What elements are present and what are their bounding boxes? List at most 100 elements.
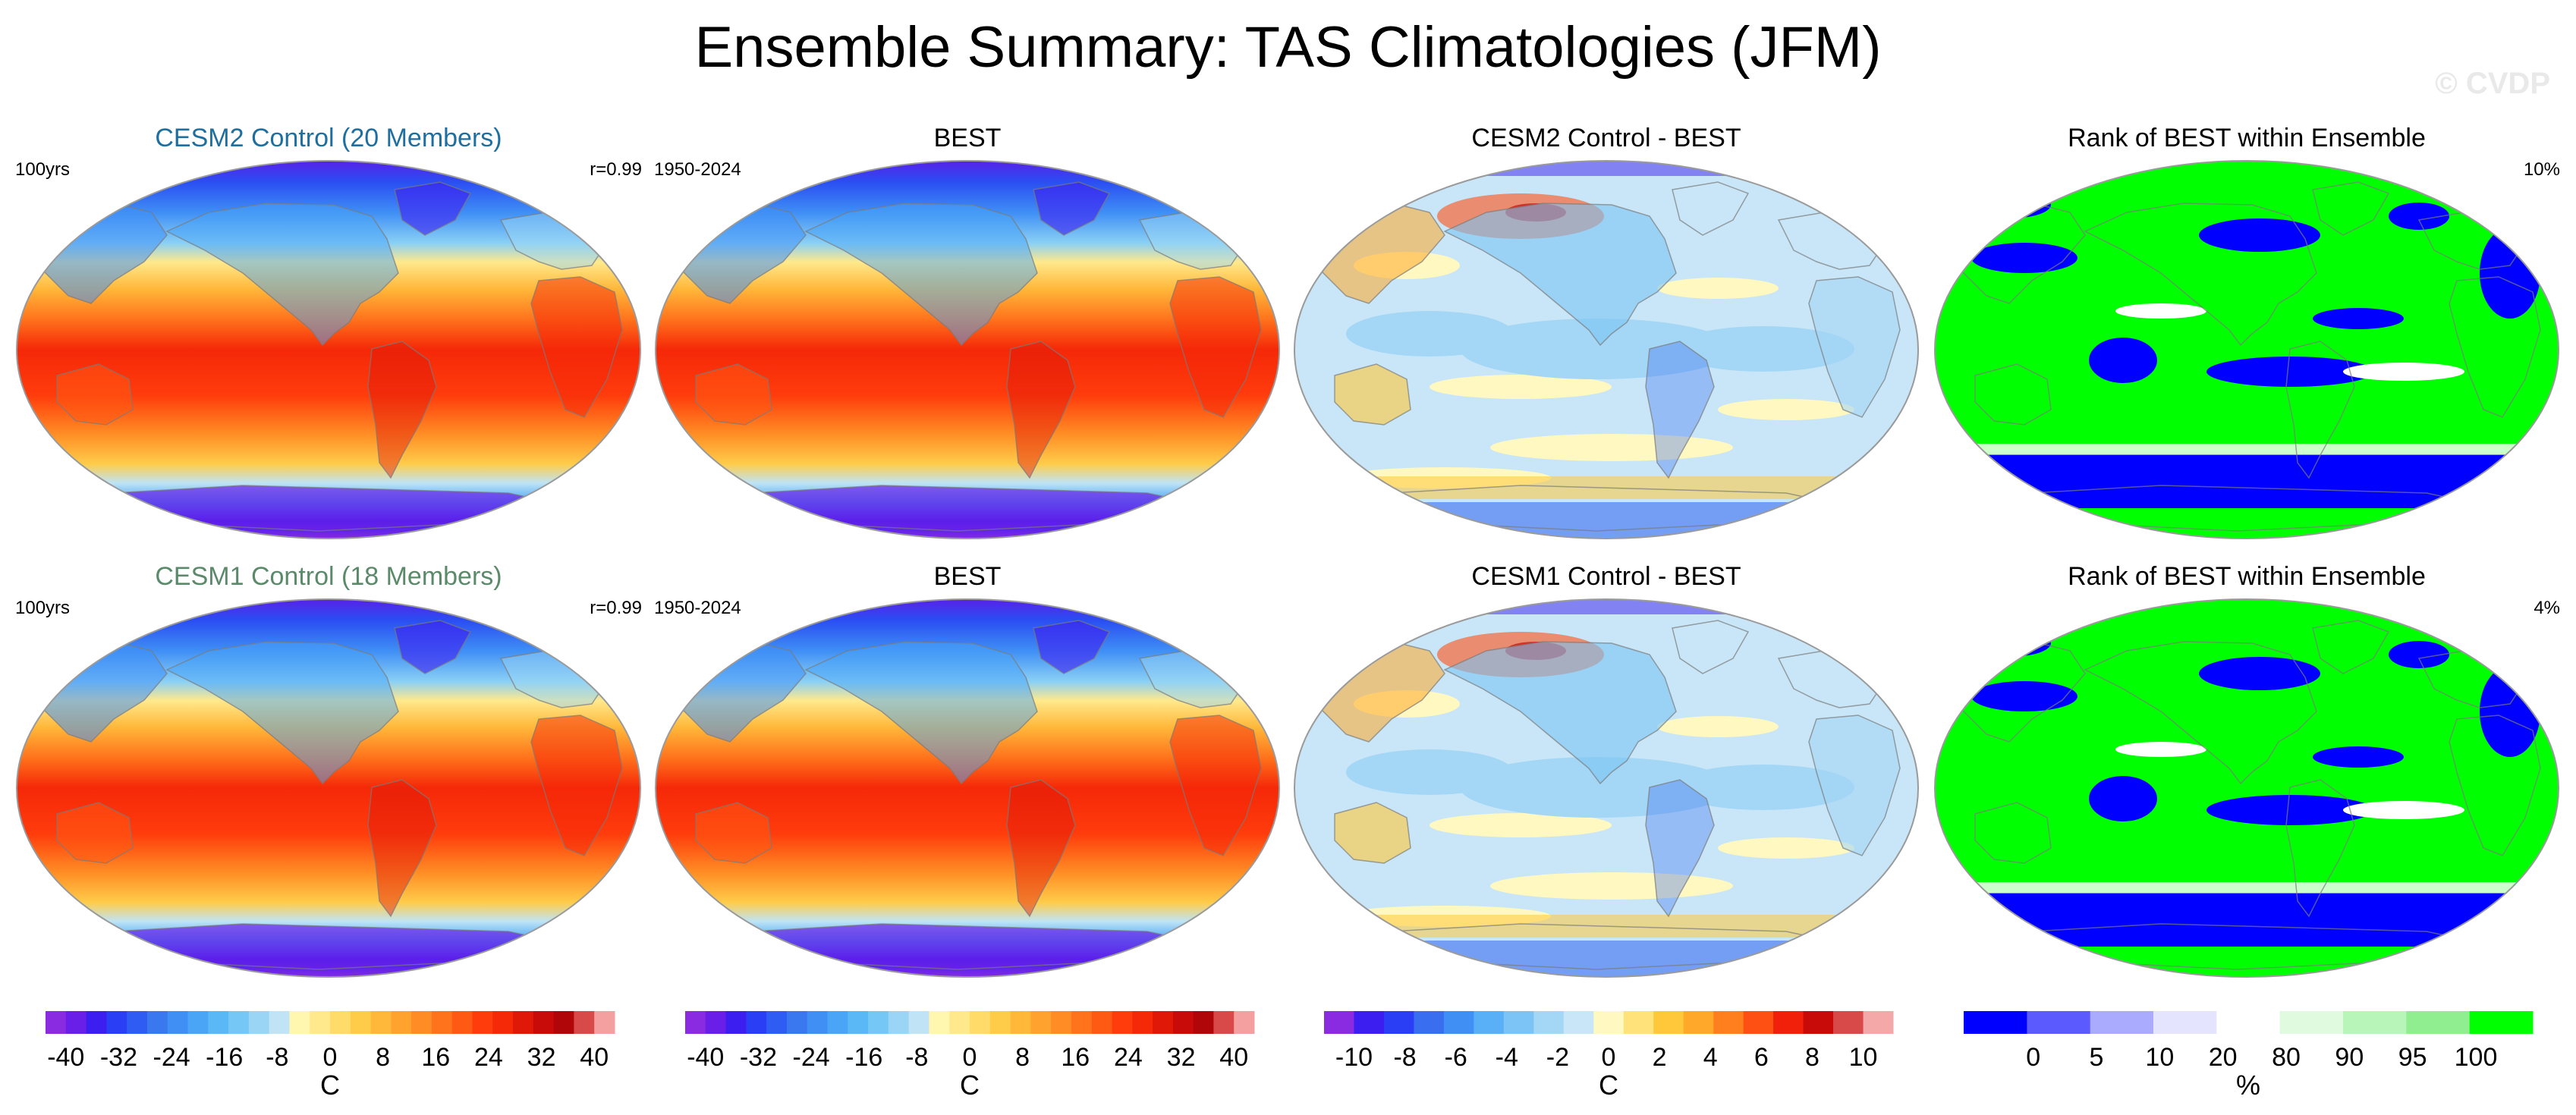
panel-title: Rank of BEST within Ensemble: [2068, 562, 2426, 591]
panel-period-label: 100yrs: [15, 159, 71, 180]
colorbar-swatch: [1653, 1011, 1684, 1034]
colorbar-swatch: [705, 1011, 727, 1034]
colorbar-tick-label: 0: [1602, 1043, 1616, 1072]
colorbar-swatch: [1010, 1011, 1031, 1034]
colorbar-swatch: [1132, 1011, 1153, 1034]
colorbar-swatch: [533, 1011, 555, 1034]
colorbar-unit-label: C: [320, 1069, 340, 1101]
colorbar-swatch: [1091, 1011, 1112, 1034]
colorbar-swatch: [1623, 1011, 1654, 1034]
colorbar-swatch: [330, 1011, 351, 1034]
colorbar-tick-label: 100: [2455, 1043, 2498, 1072]
cvdp-watermark: © CVDP: [2435, 67, 2550, 100]
colorbar-swatch: [594, 1011, 615, 1034]
colorbar-swatch: [786, 1011, 808, 1034]
colorbar-tick-label: -32: [100, 1043, 137, 1072]
panel-period-label: 1950-2024: [654, 598, 741, 618]
map-panel-diff: [1294, 160, 1919, 539]
colorbar: -10 -8 -6 -4 -2 0 2 4 6 8 10 C: [1324, 1011, 1894, 1101]
colorbar-swatch: [1443, 1011, 1474, 1034]
colorbar-swatch: [725, 1011, 747, 1034]
colorbar-swatch: [1773, 1011, 1804, 1034]
panel-period-label: 1950-2024: [654, 159, 741, 180]
panel-stat-label: r=0.99: [590, 159, 642, 180]
colorbar-swatch: [868, 1011, 889, 1034]
colorbar-tick-label: 8: [376, 1043, 390, 1072]
colorbar-swatch: [1833, 1011, 1864, 1034]
colorbar-swatch: [370, 1011, 392, 1034]
panel-stat-label: r=0.99: [590, 598, 642, 618]
colorbar-tick-label: 32: [527, 1043, 556, 1072]
colorbar-tick-label: 2: [1653, 1043, 1667, 1072]
colorbar-swatch: [1803, 1011, 1834, 1034]
colorbar-tick-label: -8: [905, 1043, 928, 1072]
colorbar-swatch: [391, 1011, 412, 1034]
colorbar-tick-label: 90: [2335, 1043, 2364, 1072]
colorbar-tick-label: -8: [1393, 1043, 1416, 1072]
colorbar-swatch: [1153, 1011, 1174, 1034]
colorbar-swatch: [248, 1011, 270, 1034]
colorbar-swatch: [350, 1011, 372, 1034]
colorbar-tick-label: -24: [153, 1043, 190, 1072]
colorbar-swatch: [1474, 1011, 1505, 1034]
colorbar-swatch: [1030, 1011, 1052, 1034]
colorbar-unit-label: %: [2236, 1069, 2260, 1101]
colorbar-swatch: [1213, 1011, 1235, 1034]
colorbar-swatch: [1071, 1011, 1093, 1034]
panel-title: BEST: [933, 562, 1002, 591]
colorbar-swatch: [228, 1011, 250, 1034]
colorbar-swatch: [685, 1011, 706, 1034]
colorbar-swatch: [989, 1011, 1011, 1034]
colorbar-swatch: [908, 1011, 929, 1034]
colorbar-swatch: [1743, 1011, 1774, 1034]
colorbar-swatch: [289, 1011, 310, 1034]
colorbar-swatch: [746, 1011, 767, 1034]
colorbar-tick-label: -10: [1335, 1043, 1373, 1072]
colorbar-swatch: [848, 1011, 869, 1034]
colorbar-swatch: [1172, 1011, 1194, 1034]
colorbar-swatch: [1713, 1011, 1744, 1034]
colorbar-swatch: [431, 1011, 453, 1034]
panel-title: CESM1 Control (18 Members): [155, 562, 502, 591]
colorbar-swatch: [127, 1011, 148, 1034]
panel-title: CESM2 Control (20 Members): [155, 124, 502, 152]
colorbar-tick-label: 6: [1754, 1043, 1769, 1072]
map-panel-clim: [16, 160, 641, 539]
colorbar-tick-label: -40: [687, 1043, 724, 1072]
colorbar-swatch: [553, 1011, 574, 1034]
colorbar-tick-label: -4: [1496, 1043, 1518, 1072]
colorbar-tick-label: 0: [323, 1043, 338, 1072]
colorbar-swatch: [2343, 1011, 2407, 1034]
colorbar-swatch: [970, 1011, 991, 1034]
map-panel-rank: [1934, 160, 2559, 539]
colorbar-tick-label: 95: [2398, 1043, 2427, 1072]
panel-stat-label: 10%: [2523, 159, 2560, 180]
colorbar-tick-label: 80: [2272, 1043, 2301, 1072]
colorbar-tick-label: 4: [1703, 1043, 1718, 1072]
colorbar-swatch: [1234, 1011, 1255, 1034]
colorbar: 0 5 10 20 80 90 95 100%: [1964, 1011, 2534, 1101]
colorbar-swatch: [86, 1011, 107, 1034]
colorbar-swatch: [208, 1011, 229, 1034]
colorbar-swatch: [310, 1011, 331, 1034]
colorbar-swatch: [766, 1011, 788, 1034]
colorbar: -40 -32 -24 -16 -8 0 8 16 24 32 40 C: [46, 1011, 615, 1101]
colorbar-tick-label: 32: [1167, 1043, 1196, 1072]
colorbar-swatch: [451, 1011, 473, 1034]
colorbar-swatch: [513, 1011, 534, 1034]
colorbar-tick-label: -2: [1546, 1043, 1569, 1072]
colorbar-swatch: [1051, 1011, 1072, 1034]
colorbar-swatch: [65, 1011, 87, 1034]
colorbar-swatch: [1533, 1011, 1565, 1034]
colorbar-tick-label: 16: [1061, 1043, 1090, 1072]
map-panel-clim: [16, 598, 641, 978]
colorbar-swatch: [2469, 1011, 2534, 1034]
colorbar-swatch: [1112, 1011, 1133, 1034]
colorbar-tick-label: 20: [2209, 1043, 2238, 1072]
colorbar-swatch: [2153, 1011, 2217, 1034]
colorbar-tick-label: 0: [2026, 1043, 2040, 1072]
colorbar-swatch: [929, 1011, 950, 1034]
map-panel-clim: [655, 160, 1280, 539]
colorbar-tick-label: 8: [1805, 1043, 1820, 1072]
colorbar-tick-label: 10: [2145, 1043, 2174, 1072]
